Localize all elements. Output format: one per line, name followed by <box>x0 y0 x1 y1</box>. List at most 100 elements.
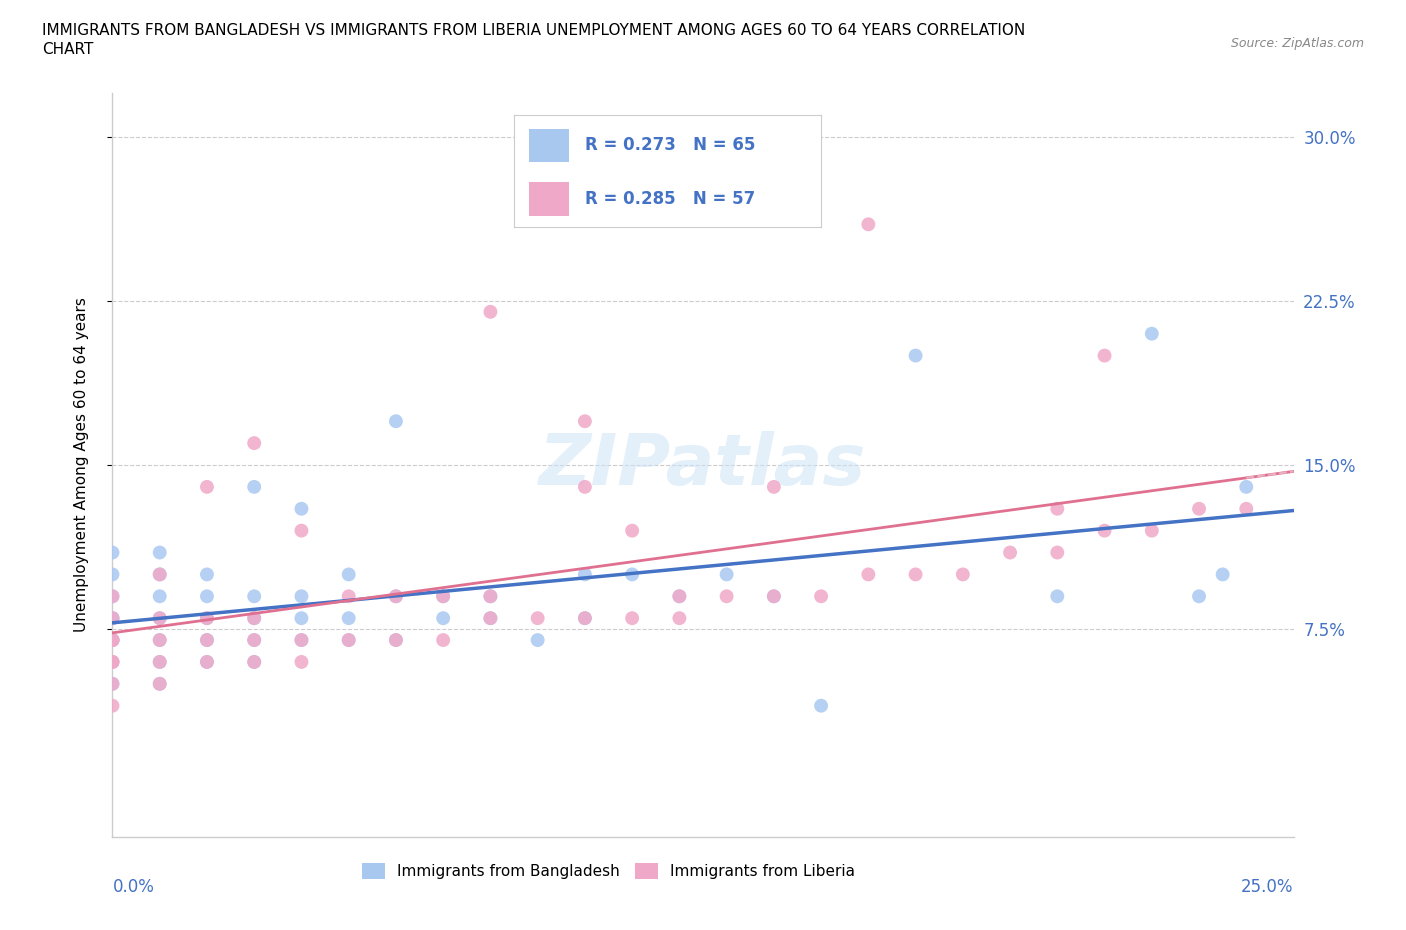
Point <box>1046 589 1069 604</box>
Point <box>716 589 738 604</box>
Point <box>479 304 502 319</box>
Legend: Immigrants from Bangladesh, Immigrants from Liberia: Immigrants from Bangladesh, Immigrants f… <box>356 857 862 885</box>
Point <box>479 611 502 626</box>
Point <box>574 414 596 429</box>
Point <box>243 435 266 450</box>
Point <box>149 655 172 670</box>
Point <box>101 676 124 691</box>
Point <box>385 632 408 647</box>
Point <box>1234 480 1257 495</box>
Point <box>101 698 124 713</box>
Point <box>479 589 502 604</box>
Point <box>1212 567 1234 582</box>
Point <box>101 589 124 604</box>
Point <box>101 545 124 560</box>
Point <box>1188 589 1211 604</box>
Y-axis label: Unemployment Among Ages 60 to 64 years: Unemployment Among Ages 60 to 64 years <box>75 298 89 632</box>
Point <box>432 589 454 604</box>
Point <box>149 676 172 691</box>
Point <box>149 632 172 647</box>
Point <box>1140 326 1163 341</box>
Text: 0.0%: 0.0% <box>112 878 155 896</box>
Point <box>621 524 644 538</box>
Point <box>952 567 974 582</box>
Text: IMMIGRANTS FROM BANGLADESH VS IMMIGRANTS FROM LIBERIA UNEMPLOYMENT AMONG AGES 60: IMMIGRANTS FROM BANGLADESH VS IMMIGRANTS… <box>42 23 1025 38</box>
Point <box>101 632 124 647</box>
Point <box>432 632 454 647</box>
Point <box>101 611 124 626</box>
Point <box>195 655 218 670</box>
Text: Source: ZipAtlas.com: Source: ZipAtlas.com <box>1230 37 1364 50</box>
Point <box>149 611 172 626</box>
Point <box>195 611 218 626</box>
Point <box>195 655 218 670</box>
Point <box>149 676 172 691</box>
Point <box>290 632 312 647</box>
Point <box>101 611 124 626</box>
Text: CHART: CHART <box>42 42 94 57</box>
Point <box>1046 501 1069 516</box>
Point <box>101 655 124 670</box>
Point <box>479 589 502 604</box>
Point <box>101 589 124 604</box>
Point <box>195 632 218 647</box>
Point <box>810 698 832 713</box>
Point <box>149 655 172 670</box>
Point <box>762 480 785 495</box>
Point <box>668 589 690 604</box>
Point <box>385 414 408 429</box>
Point <box>810 589 832 604</box>
Point <box>290 611 312 626</box>
Point <box>998 545 1021 560</box>
Point <box>243 611 266 626</box>
Point <box>526 611 548 626</box>
Point <box>243 611 266 626</box>
Text: ZIPatlas: ZIPatlas <box>540 431 866 499</box>
Point <box>385 589 408 604</box>
Point <box>858 567 880 582</box>
Point <box>337 632 360 647</box>
Point <box>337 589 360 604</box>
Point <box>574 611 596 626</box>
Point <box>101 632 124 647</box>
Point <box>195 567 218 582</box>
Point <box>716 567 738 582</box>
Point <box>904 348 927 363</box>
Point <box>574 480 596 495</box>
Point <box>243 632 266 647</box>
Point <box>668 589 690 604</box>
Point <box>290 655 312 670</box>
Point <box>385 632 408 647</box>
Point <box>195 611 218 626</box>
Point <box>243 480 266 495</box>
Point <box>668 611 690 626</box>
Point <box>101 632 124 647</box>
Point <box>574 611 596 626</box>
Point <box>858 217 880 232</box>
Point <box>101 676 124 691</box>
Point <box>243 589 266 604</box>
Point <box>762 589 785 604</box>
Point <box>149 611 172 626</box>
Point <box>432 611 454 626</box>
Point <box>479 611 502 626</box>
Point <box>149 567 172 582</box>
Point <box>243 655 266 670</box>
Point <box>195 589 218 604</box>
Point <box>574 567 596 582</box>
Point <box>337 611 360 626</box>
Point <box>101 567 124 582</box>
Point <box>149 545 172 560</box>
Point <box>904 567 927 582</box>
Point <box>101 632 124 647</box>
Point <box>149 632 172 647</box>
Point <box>1094 348 1116 363</box>
Point <box>101 611 124 626</box>
Point <box>101 632 124 647</box>
Point <box>762 589 785 604</box>
Text: 25.0%: 25.0% <box>1241 878 1294 896</box>
Point <box>101 655 124 670</box>
Point <box>290 501 312 516</box>
Point <box>290 589 312 604</box>
Point <box>290 632 312 647</box>
